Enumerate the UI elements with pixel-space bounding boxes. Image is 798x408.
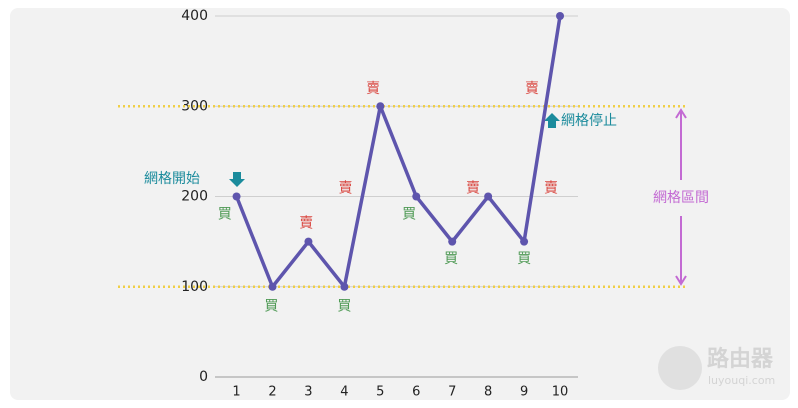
range-arrow: [675, 108, 687, 286]
x-tick-label: 2: [268, 385, 276, 400]
trade-label: 賣: [338, 180, 352, 196]
x-tick-label: 6: [412, 385, 420, 400]
y-tick-label: 0: [199, 369, 208, 385]
x-tick-label: 10: [552, 385, 569, 400]
data-point: [556, 12, 565, 20]
trade-label: 賣: [366, 81, 380, 97]
trade-label: 買: [517, 251, 531, 267]
grid-stop-label: 網格停止: [561, 112, 617, 129]
up-arrow: [544, 113, 560, 128]
trade-label: 買: [402, 207, 416, 223]
trade-label: 賣: [544, 180, 558, 196]
trade-label: 賣: [299, 216, 313, 232]
trade-label: 買: [337, 299, 351, 315]
trade-label: 賣: [525, 81, 539, 97]
x-tick-label: 5: [376, 385, 384, 400]
data-point: [484, 192, 493, 201]
trade-label: 買: [218, 207, 232, 223]
data-point: [520, 237, 529, 246]
data-point: [268, 282, 277, 291]
watermark-name: 路由器: [707, 346, 774, 372]
trade-label: 賣: [466, 180, 480, 196]
grid-start-label: 網格開始: [144, 171, 200, 187]
watermark-url: luyouqi.com: [708, 374, 775, 387]
x-tick-label: 1: [232, 385, 240, 400]
x-tick-label: 8: [484, 385, 492, 400]
data-point: [412, 192, 421, 201]
x-tick-label: 3: [304, 385, 312, 400]
x-tick-label: 9: [520, 385, 528, 400]
down-arrow: [229, 172, 245, 187]
trade-label: 買: [444, 251, 458, 267]
grid-range-label: 網格區間: [653, 190, 709, 206]
data-point: [340, 282, 349, 291]
y-tick-label: 400: [181, 8, 208, 24]
x-tick-label: 4: [340, 385, 348, 400]
x-tick-label: 7: [448, 385, 456, 400]
y-tick-label: 200: [181, 189, 208, 205]
data-point: [448, 237, 457, 246]
trade-label: 買: [264, 299, 278, 315]
watermark-logo: [658, 346, 702, 390]
data-line: [234, 15, 562, 289]
data-point: [232, 192, 241, 201]
data-point: [304, 237, 313, 246]
data-point: [376, 102, 385, 111]
